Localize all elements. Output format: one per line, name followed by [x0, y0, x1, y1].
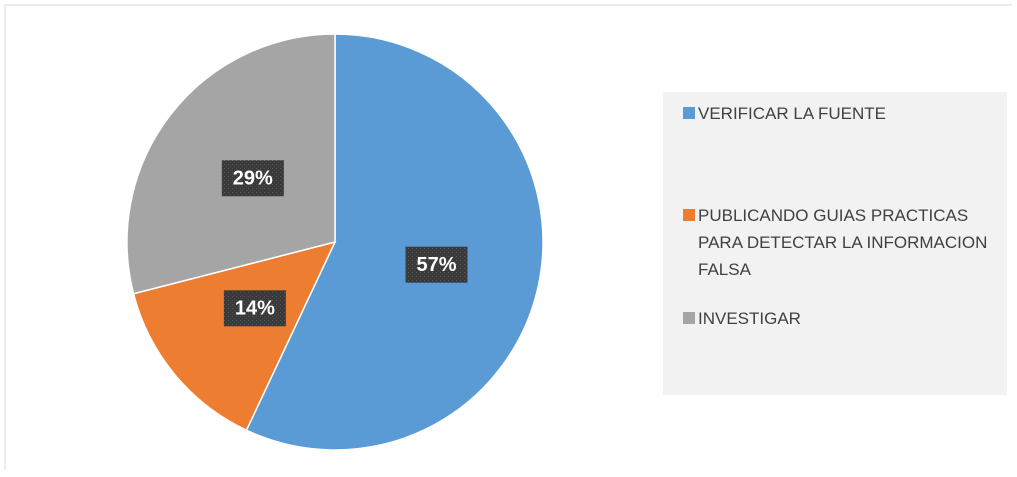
legend-item: VERIFICAR LA FUENTE	[683, 100, 1003, 127]
data-label: 57%	[416, 254, 456, 276]
legend-item: PUBLICANDO GUIAS PRACTICAS PARA DETECTAR…	[683, 202, 1003, 283]
legend: VERIFICAR LA FUENTE PUBLICANDO GUIAS PRAC…	[663, 92, 1007, 395]
pie: 57% 14% 29%	[126, 33, 544, 451]
legend-item: INVESTIGAR	[683, 305, 1003, 332]
data-label-box	[221, 160, 284, 197]
data-label-box	[223, 290, 286, 327]
pie-slice	[132, 240, 337, 432]
legend-swatch	[683, 107, 695, 119]
data-label-box	[405, 246, 468, 283]
legend-swatch	[683, 209, 695, 221]
chart-border	[4, 4, 1012, 470]
legend-label: INVESTIGAR	[698, 309, 801, 328]
legend-label: PUBLICANDO GUIAS PRACTICAS PARA DETECTAR…	[698, 206, 988, 279]
pie-slice	[245, 33, 544, 451]
legend-label: VERIFICAR LA FUENTE	[698, 104, 886, 123]
data-label: 14%	[235, 298, 275, 320]
data-label: 29%	[233, 168, 273, 190]
legend-swatch	[683, 312, 695, 324]
